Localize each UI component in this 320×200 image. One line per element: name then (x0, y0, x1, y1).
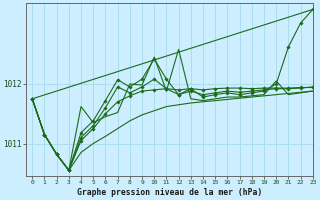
X-axis label: Graphe pression niveau de la mer (hPa): Graphe pression niveau de la mer (hPa) (77, 188, 262, 197)
